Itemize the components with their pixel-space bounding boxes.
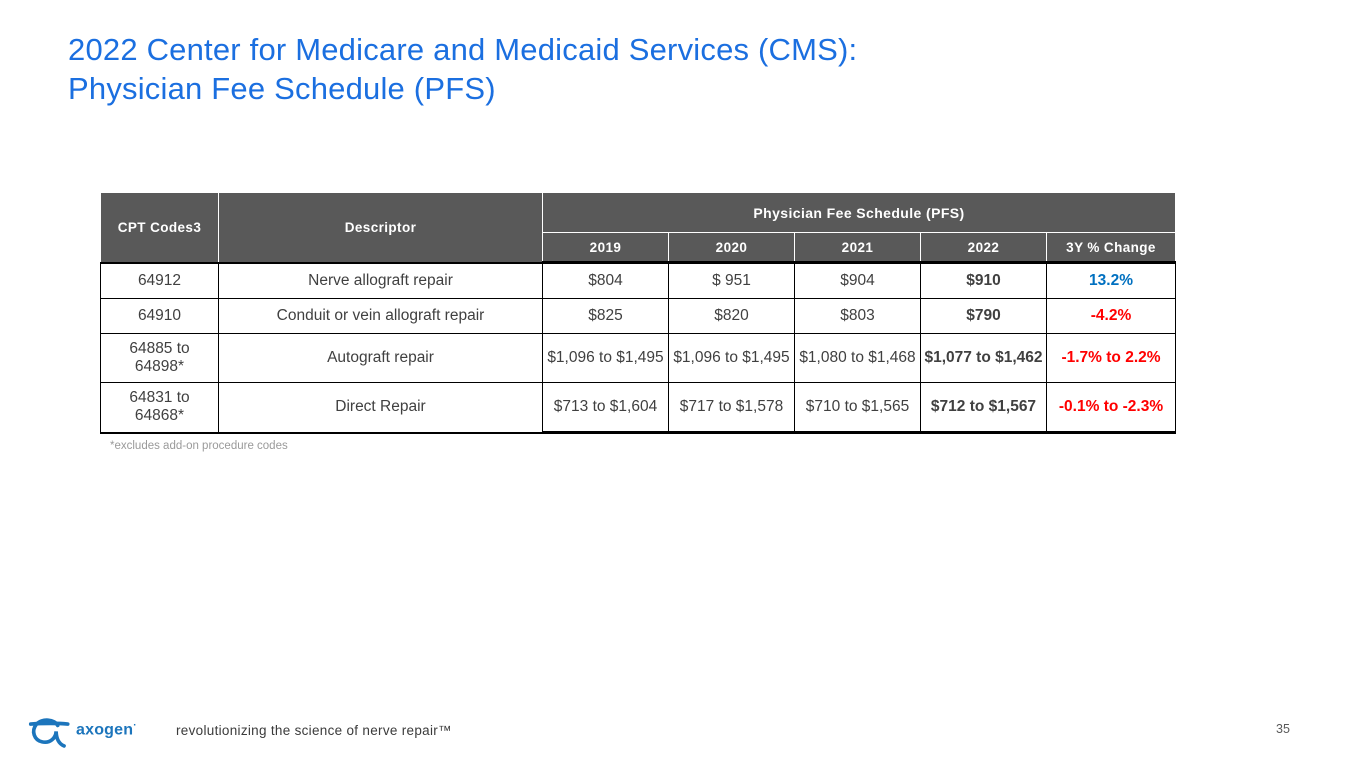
cell-2022: $1,077 to $1,462 [920,333,1047,383]
axogen-logo-dot: · [133,720,137,732]
table-footnote: *excludes add-on procedure codes [110,440,288,452]
cell-2021: $1,080 to $1,468 [794,333,921,383]
cell-2019: $825 [542,298,669,334]
cell-descriptor: Nerve allograft repair [218,261,543,299]
header-row-group: CPT Codes3 Descriptor Physician Fee Sche… [100,192,1177,263]
axogen-wordmark: axogen [76,721,134,739]
header-row-years: 2019 2020 2021 2022 3Y % Change [101,232,1177,263]
cell-descriptor: Autograft repair [218,333,543,383]
cell-2019: $1,096 to $1,495 [542,333,669,383]
cell-descriptor: Conduit or vein allograft repair [218,298,543,334]
axogen-logo: axogen· [28,711,137,749]
fee-schedule-table: CPT Codes3 Descriptor Physician Fee Sche… [100,192,1177,434]
cell-cpt: 64912 [100,261,219,299]
header-year-2021: 2021 [794,232,921,263]
header-3y-change: 3Y % Change [1045,232,1177,263]
cell-2022: $712 to $1,567 [920,382,1047,434]
header-cpt-codes: CPT Codes3 [100,192,219,263]
cell-2021: $904 [794,261,921,299]
slide-title-line1: 2022 Center for Medicare and Medicaid Se… [68,32,858,67]
cell-3y-change: -0.1% to -2.3% [1045,382,1177,434]
header-descriptor: Descriptor [218,192,543,263]
cell-3y-change: -4.2% [1045,298,1177,334]
table-row: 64885 to 64898* Autograft repair $1,096 … [100,333,1177,383]
slide-title: 2022 Center for Medicare and Medicaid Se… [68,30,1228,108]
cell-cpt: 64910 [100,298,219,334]
axogen-logo-icon [28,718,70,748]
header-pfs-group: Physician Fee Schedule (PFS) [541,192,1177,233]
cell-cpt: 64831 to 64868* [100,382,219,434]
header-year-2019: 2019 [542,232,669,263]
cell-2020: $ 951 [668,261,795,299]
table-row: 64910 Conduit or vein allograft repair $… [100,298,1177,334]
header-year-2022: 2022 [920,232,1047,263]
cell-2019: $713 to $1,604 [542,382,669,434]
cell-2020: $717 to $1,578 [668,382,795,434]
cell-descriptor: Direct Repair [218,382,543,434]
cell-2021: $710 to $1,565 [794,382,921,434]
footer-tagline: revolutionizing the science of nerve rep… [176,723,452,738]
cell-2020: $820 [668,298,795,334]
slide-title-line2: Physician Fee Schedule (PFS) [68,71,496,106]
cell-3y-change: 13.2% [1045,261,1177,299]
cell-2019: $804 [542,261,669,299]
table-row: 64912 Nerve allograft repair $804 $ 951 … [100,261,1177,299]
table-row: 64831 to 64868* Direct Repair $713 to $1… [100,382,1177,434]
cell-3y-change: -1.7% to 2.2% [1045,333,1177,383]
cell-2022: $790 [920,298,1047,334]
axogen-logo-text: axogen· [76,720,137,739]
cell-2020: $1,096 to $1,495 [668,333,795,383]
fee-schedule-table-wrap: CPT Codes3 Descriptor Physician Fee Sche… [100,192,1177,434]
cell-2022: $910 [920,261,1047,299]
page-number: 35 [1276,722,1290,736]
header-year-2020: 2020 [668,232,795,263]
cell-cpt: 64885 to 64898* [100,333,219,383]
cell-2021: $803 [794,298,921,334]
